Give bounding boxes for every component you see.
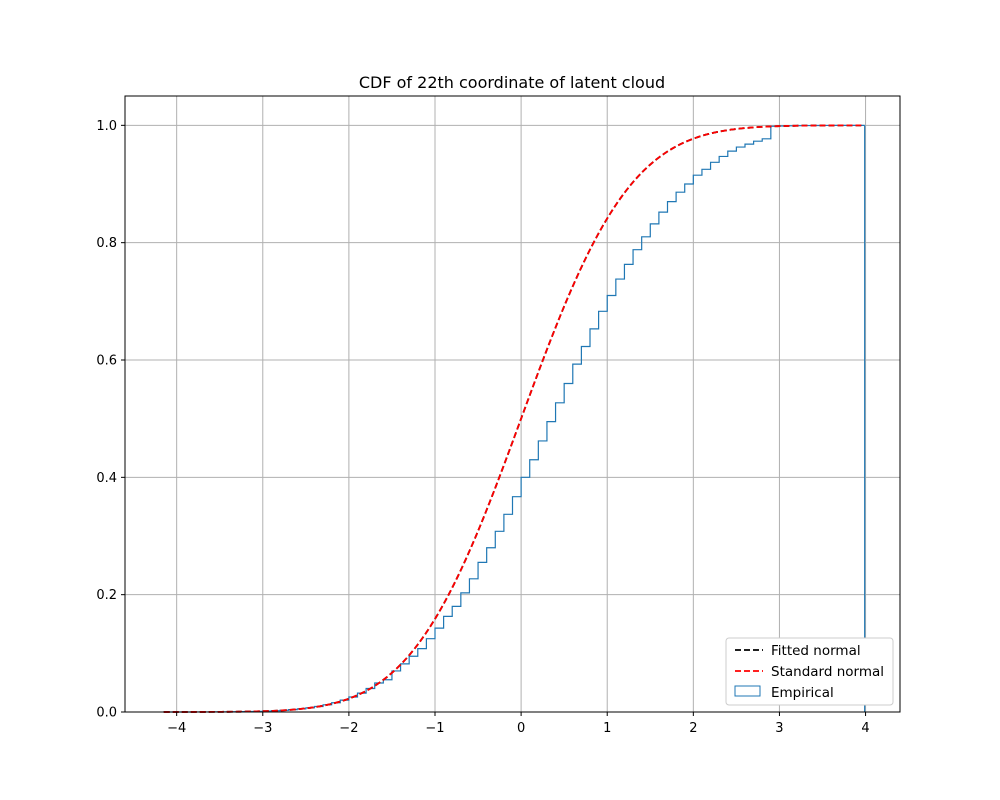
y-tick-label: 0.0 xyxy=(96,706,117,721)
data-layer xyxy=(163,124,866,713)
y-tick-label: 0.6 xyxy=(96,354,117,369)
x-tick-label: −2 xyxy=(339,721,358,736)
legend-swatch-empirical xyxy=(734,685,761,697)
x-tick-label: 3 xyxy=(775,721,783,736)
x-tick-label: −3 xyxy=(253,721,272,736)
y-tick-label: 0.4 xyxy=(96,471,117,486)
chart-title: CDF of 22th coordinate of latent cloud xyxy=(359,73,665,92)
y-tick-label: 0.8 xyxy=(96,236,117,251)
standard-normal-line xyxy=(163,124,862,713)
y-tick-label: 0.2 xyxy=(96,588,117,603)
x-tick-label: 2 xyxy=(689,721,697,736)
y-tick-label: 1.0 xyxy=(96,119,117,134)
x-tick-label: −4 xyxy=(167,721,186,736)
legend-label-standard-normal: Standard normal xyxy=(771,664,884,680)
legend-box xyxy=(725,637,894,706)
x-tick-label: 1 xyxy=(603,721,611,736)
empirical-step-line xyxy=(163,124,866,713)
tick-layer: −4 −3 −2 −1 0 1 2 3 4 0.0 0.2 0.4 0.6 0.8 1.0 xyxy=(96,119,869,736)
legend: Fitted normal Standard normal Empirical xyxy=(725,637,894,706)
legend-label-fitted-normal: Fitted normal xyxy=(771,643,861,659)
x-tick-label: 0 xyxy=(517,721,525,736)
x-tick-label: 4 xyxy=(861,721,869,736)
axes-frame xyxy=(124,95,901,713)
legend-label-empirical: Empirical xyxy=(771,685,834,701)
x-tick-label: −1 xyxy=(425,721,444,736)
